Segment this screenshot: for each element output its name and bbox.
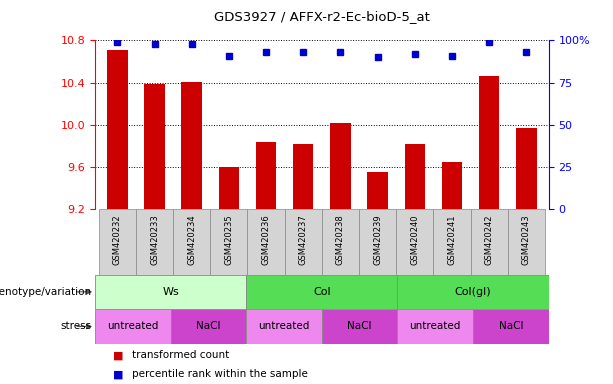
Text: Col(gl): Col(gl)	[455, 287, 492, 297]
Bar	[322, 309, 397, 344]
Bar	[246, 275, 397, 309]
Bar	[246, 309, 322, 344]
Text: GSM420241: GSM420241	[447, 215, 457, 265]
FancyBboxPatch shape	[136, 209, 173, 275]
Bar	[473, 309, 549, 344]
Bar	[107, 50, 128, 209]
Bar	[144, 84, 165, 209]
Bar	[95, 275, 246, 309]
Bar	[170, 309, 246, 344]
Bar	[219, 167, 239, 209]
Text: GSM420238: GSM420238	[336, 215, 345, 265]
FancyBboxPatch shape	[433, 209, 471, 275]
Text: stress: stress	[61, 321, 92, 331]
Text: NaCl: NaCl	[498, 321, 523, 331]
FancyBboxPatch shape	[471, 209, 508, 275]
Text: GSM420239: GSM420239	[373, 215, 382, 265]
Text: ■: ■	[113, 350, 124, 360]
FancyBboxPatch shape	[210, 209, 248, 275]
FancyBboxPatch shape	[99, 209, 136, 275]
Text: NaCl: NaCl	[196, 321, 221, 331]
Text: Ws: Ws	[162, 287, 179, 297]
Text: untreated: untreated	[258, 321, 310, 331]
Bar	[442, 162, 462, 209]
Text: Col: Col	[313, 287, 330, 297]
Text: transformed count: transformed count	[132, 350, 229, 360]
FancyBboxPatch shape	[284, 209, 322, 275]
FancyBboxPatch shape	[508, 209, 545, 275]
FancyBboxPatch shape	[396, 209, 433, 275]
Text: GSM420240: GSM420240	[410, 215, 419, 265]
FancyBboxPatch shape	[359, 209, 396, 275]
Text: genotype/variation: genotype/variation	[0, 287, 92, 297]
Text: GDS3927 / AFFX-r2-Ec-bioD-5_at: GDS3927 / AFFX-r2-Ec-bioD-5_at	[214, 10, 430, 23]
Text: GSM420243: GSM420243	[522, 215, 531, 265]
Text: GSM420236: GSM420236	[262, 215, 270, 265]
Bar	[256, 142, 276, 209]
FancyBboxPatch shape	[322, 209, 359, 275]
Bar	[397, 309, 473, 344]
Text: GSM420234: GSM420234	[187, 215, 196, 265]
Bar	[181, 81, 202, 209]
Bar	[95, 309, 170, 344]
FancyBboxPatch shape	[173, 209, 210, 275]
FancyBboxPatch shape	[248, 209, 284, 275]
Bar	[367, 172, 388, 209]
Text: untreated: untreated	[409, 321, 461, 331]
Bar	[330, 123, 351, 209]
Bar	[479, 76, 500, 209]
Text: GSM420233: GSM420233	[150, 215, 159, 265]
Text: GSM420232: GSM420232	[113, 215, 122, 265]
Text: percentile rank within the sample: percentile rank within the sample	[132, 369, 308, 379]
Bar	[293, 144, 313, 209]
Text: GSM420235: GSM420235	[224, 215, 234, 265]
Text: untreated: untreated	[107, 321, 159, 331]
Bar	[397, 275, 549, 309]
Text: GSM420242: GSM420242	[485, 215, 493, 265]
Bar	[405, 144, 425, 209]
Text: ■: ■	[113, 369, 124, 379]
Bar	[516, 128, 536, 209]
Text: NaCl: NaCl	[348, 321, 372, 331]
Text: GSM420237: GSM420237	[299, 215, 308, 265]
